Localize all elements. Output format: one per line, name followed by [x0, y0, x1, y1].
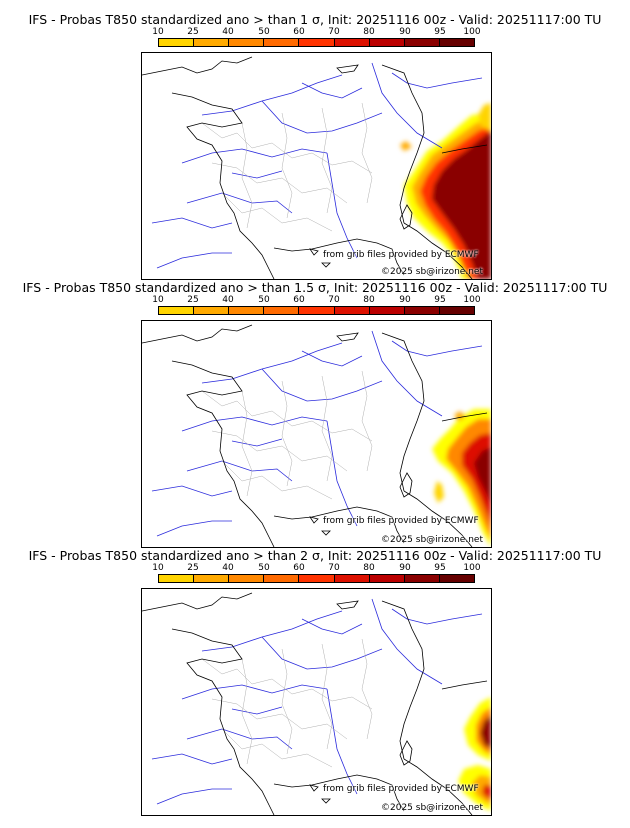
map-canvas: [142, 56, 491, 279]
probability-field: [432, 409, 491, 547]
map-panel-1: IFS - Probas T850 standardized ano > tha…: [0, 12, 630, 282]
scale-label: 60: [293, 563, 305, 573]
scale-segment: [159, 39, 195, 46]
probability-map: from grib files provided by ECMWF ©2025 …: [141, 52, 492, 280]
admin-boundaries: [201, 638, 373, 768]
scale-segment: [404, 39, 440, 46]
scale-segment: [299, 575, 335, 582]
scale-segment: [299, 39, 335, 46]
scale-segment: [404, 307, 440, 314]
scale-label: 100: [463, 563, 481, 573]
probability-map: from grib files provided by ECMWF ©2025 …: [141, 320, 492, 548]
probability-field: [400, 103, 491, 279]
probability-map: from grib files provided by ECMWF ©2025 …: [141, 588, 492, 816]
scale-label: 95: [434, 563, 446, 573]
coastlines: [142, 592, 488, 815]
scale-segment: [334, 39, 370, 46]
scale-label: 70: [328, 563, 340, 573]
scale-label: 90: [399, 27, 411, 37]
scale-segment: [334, 575, 370, 582]
scale-label: 25: [187, 563, 199, 573]
panel-title: IFS - Probas T850 standardized ano > tha…: [28, 12, 602, 27]
scale-segment: [369, 575, 405, 582]
color-scale-labels: 10 25 40 50 60 70 80 90 95 100: [152, 295, 480, 307]
scale-segment: [369, 39, 405, 46]
scale-segment: [229, 39, 265, 46]
scale-segment: [229, 307, 265, 314]
scale-segment: [159, 307, 195, 314]
scale-label: 90: [399, 295, 411, 305]
scale-label: 60: [293, 27, 305, 37]
scale-segment: [404, 575, 440, 582]
scale-segment: [439, 39, 474, 46]
source-credit: from grib files provided by ECMWF: [323, 784, 479, 794]
panel-title: IFS - Probas T850 standardized ano > tha…: [22, 280, 608, 295]
admin-boundaries: [201, 370, 373, 500]
scale-segment: [264, 39, 300, 46]
color-scale-labels: 10 25 40 50 60 70 80 90 95 100: [152, 27, 480, 39]
scale-segment: [194, 575, 230, 582]
scale-segment: [229, 575, 265, 582]
scale-label: 25: [187, 295, 199, 305]
scale-segment: [334, 307, 370, 314]
scale-segment: [159, 575, 195, 582]
scale-label: 95: [434, 27, 446, 37]
probability-field: [458, 697, 491, 811]
copyright-credit: ©2025 sb@irizone.net: [381, 535, 483, 545]
scale-label: 50: [258, 295, 270, 305]
source-credit: from grib files provided by ECMWF: [323, 250, 479, 260]
map-canvas: [142, 592, 491, 815]
map-panel-3: IFS - Probas T850 standardized ano > tha…: [0, 548, 630, 818]
scale-label: 80: [363, 295, 375, 305]
scale-label: 100: [463, 295, 481, 305]
scale-segment: [299, 307, 335, 314]
scale-label: 70: [328, 27, 340, 37]
scale-label: 100: [463, 27, 481, 37]
copyright-credit: ©2025 sb@irizone.net: [381, 267, 483, 277]
scale-label: 25: [187, 27, 199, 37]
scale-label: 50: [258, 27, 270, 37]
scale-label: 40: [222, 295, 234, 305]
scale-label: 10: [152, 295, 164, 305]
scale-segment: [194, 307, 230, 314]
scale-label: 60: [293, 295, 305, 305]
scale-label: 80: [363, 563, 375, 573]
copyright-credit: ©2025 sb@irizone.net: [381, 803, 483, 813]
scale-label: 10: [152, 563, 164, 573]
color-scale-bar: [158, 38, 475, 47]
admin-boundaries: [201, 102, 373, 232]
scale-segment: [439, 307, 474, 314]
panel-title: IFS - Probas T850 standardized ano > tha…: [28, 548, 602, 563]
source-credit: from grib files provided by ECMWF: [323, 516, 479, 526]
coastlines: [142, 324, 488, 547]
coastlines: [142, 56, 488, 279]
scale-label: 40: [222, 563, 234, 573]
scale-segment: [264, 575, 300, 582]
scale-label: 90: [399, 563, 411, 573]
rivers: [151, 62, 483, 269]
scale-label: 40: [222, 27, 234, 37]
scale-label: 70: [328, 295, 340, 305]
scale-label: 95: [434, 295, 446, 305]
map-canvas: [142, 324, 491, 547]
scale-label: 80: [363, 27, 375, 37]
scale-segment: [369, 307, 405, 314]
color-scale-bar: [158, 574, 475, 583]
scale-segment: [439, 575, 474, 582]
scale-label: 10: [152, 27, 164, 37]
scale-segment: [264, 307, 300, 314]
rivers: [151, 598, 483, 805]
color-scale-labels: 10 25 40 50 60 70 80 90 95 100: [152, 563, 480, 575]
scale-segment: [194, 39, 230, 46]
scale-label: 50: [258, 563, 270, 573]
rivers: [151, 330, 483, 537]
map-panel-2: IFS - Probas T850 standardized ano > tha…: [0, 280, 630, 550]
color-scale-bar: [158, 306, 475, 315]
